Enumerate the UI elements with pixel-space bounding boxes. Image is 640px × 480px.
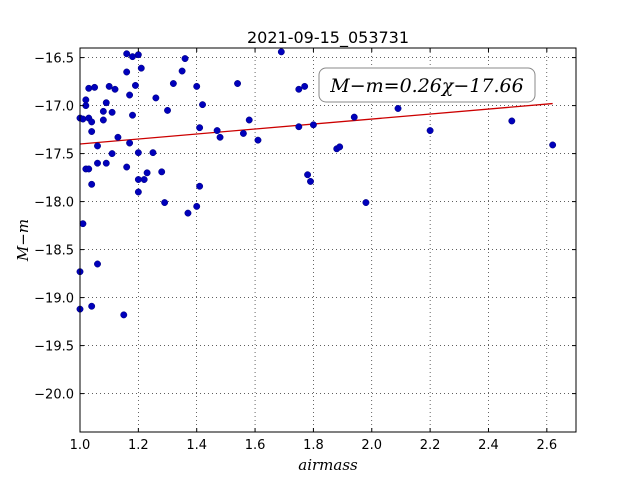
data-point: [350, 113, 358, 121]
data-point: [336, 143, 344, 151]
data-point: [508, 117, 516, 125]
data-point: [143, 169, 151, 177]
data-point: [181, 55, 189, 63]
data-point: [304, 171, 312, 179]
data-point: [134, 188, 142, 196]
data-point: [234, 80, 242, 87]
data-point: [94, 142, 101, 150]
y-tick-label: −17.5: [34, 148, 74, 163]
data-point: [362, 199, 370, 207]
data-points: [76, 48, 557, 319]
data-point: [123, 163, 131, 171]
data-point: [169, 80, 177, 87]
data-point: [199, 101, 206, 109]
data-point: [184, 209, 192, 217]
data-point: [91, 83, 99, 91]
data-point: [129, 53, 136, 61]
data-point: [105, 82, 113, 90]
grid: [79, 48, 576, 432]
data-point: [161, 199, 169, 207]
data-point: [99, 116, 107, 124]
data-point: [120, 311, 128, 319]
x-tick-label: 1.2: [128, 438, 149, 453]
data-point: [79, 220, 87, 228]
data-point: [88, 302, 96, 310]
data-point: [149, 149, 157, 157]
x-tick-label: 1.6: [245, 438, 266, 453]
data-point: [301, 82, 309, 90]
x-axis-label: airmass: [298, 456, 358, 474]
data-point: [102, 159, 110, 167]
data-point: [134, 51, 142, 59]
x-tick-label: 1.8: [303, 438, 324, 453]
equation-box: M−m=0.26χ−17.66: [318, 67, 536, 103]
data-point: [129, 111, 136, 119]
y-tick-label: −18.5: [34, 244, 74, 259]
x-tick-label: 1.4: [186, 438, 207, 453]
data-point: [164, 106, 171, 114]
data-point: [88, 128, 96, 135]
axis-ticks: 1.0 1.2 1.4 1.6 1.8 2.0 2.2 2.4 2.6 −16.5 −17.0 −17…: [34, 48, 576, 453]
data-point: [277, 48, 285, 56]
y-tick-label: −17.0: [34, 100, 74, 115]
data-point: [158, 168, 166, 176]
data-point: [131, 81, 139, 89]
data-point: [111, 85, 119, 93]
data-point: [426, 127, 434, 135]
data-point: [309, 121, 317, 129]
x-tick-label: 1.0: [70, 438, 91, 453]
chart-title: 2021-09-15_053731: [247, 28, 409, 48]
data-point: [193, 202, 201, 210]
data-point: [178, 67, 186, 75]
data-point: [254, 136, 262, 144]
data-point: [245, 116, 253, 124]
data-point: [152, 94, 160, 102]
data-point: [102, 99, 110, 107]
y-tick-label: −20.0: [34, 388, 74, 403]
data-point: [307, 177, 314, 185]
data-point: [239, 129, 247, 137]
x-tick-label: 2.0: [361, 438, 382, 453]
data-point: [216, 133, 224, 141]
data-point: [123, 68, 131, 76]
data-point: [108, 150, 116, 158]
y-axis-label: M−m: [14, 219, 32, 262]
data-point: [94, 159, 101, 167]
x-tick-label: 2.6: [536, 438, 557, 453]
data-point: [295, 85, 303, 93]
fit-equation: M−m=0.26χ−17.66: [329, 75, 523, 97]
x-tick-label: 2.2: [420, 438, 441, 453]
data-point: [193, 82, 201, 90]
y-tick-label: −16.5: [34, 52, 74, 67]
data-point: [88, 180, 96, 188]
data-point: [123, 50, 131, 58]
x-tick-label: 2.4: [478, 438, 499, 453]
data-point: [126, 139, 134, 147]
data-point: [196, 182, 204, 190]
data-point: [126, 91, 134, 99]
data-point: [88, 118, 96, 126]
y-tick-label: −19.5: [34, 340, 74, 355]
y-tick-label: −19.0: [34, 292, 74, 307]
data-point: [213, 127, 221, 135]
data-point: [549, 141, 557, 149]
data-point: [94, 260, 101, 268]
data-point: [137, 64, 145, 72]
y-tick-label: −18.0: [34, 196, 74, 211]
data-point: [108, 108, 116, 116]
data-point: [295, 123, 303, 131]
data-point: [82, 96, 90, 104]
data-point: [394, 105, 402, 112]
data-point: [85, 165, 93, 173]
data-point: [79, 115, 87, 123]
data-point: [99, 107, 107, 115]
data-point: [114, 133, 122, 141]
plot-frame: [79, 47, 577, 433]
data-point: [196, 124, 204, 132]
data-point: [134, 176, 142, 183]
data-point: [85, 84, 93, 92]
data-point: [134, 149, 142, 157]
data-point: [140, 176, 148, 183]
